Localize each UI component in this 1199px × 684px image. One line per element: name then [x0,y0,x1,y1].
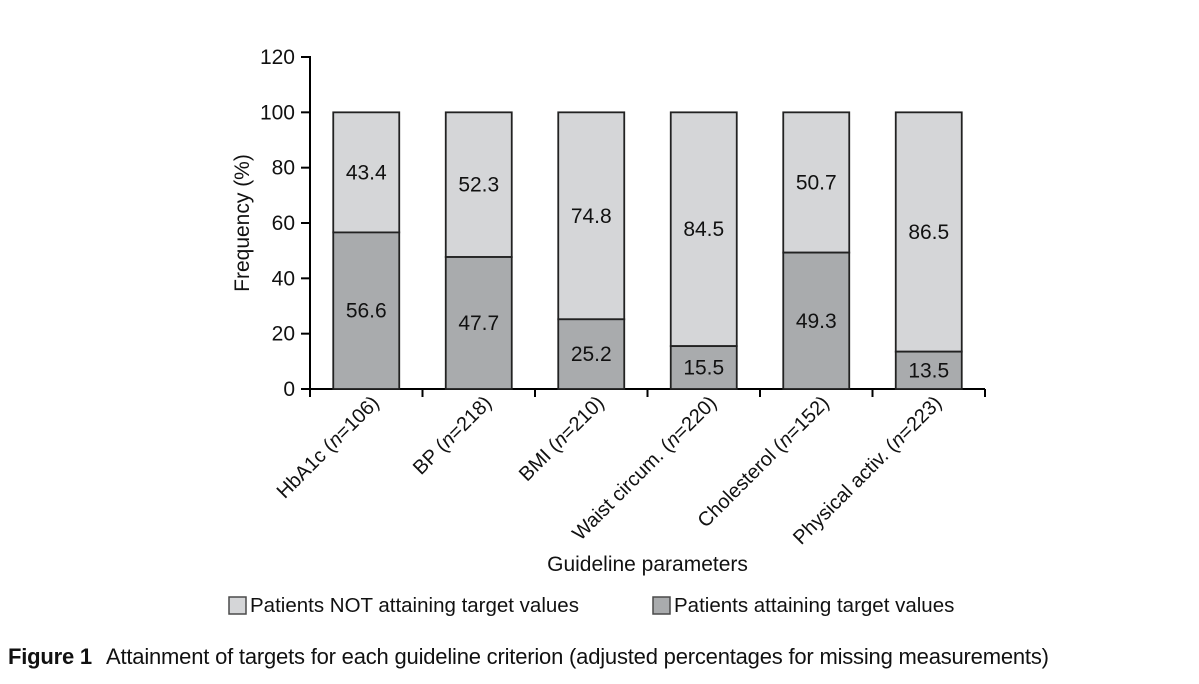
bar-value-label-not-attaining: 86.5 [908,221,949,244]
bar-segment-not-attaining [782,111,851,254]
bar-segment-attaining [894,350,963,390]
figure-caption-text: Attainment of targets for each guideline… [105,644,1049,669]
bar-segment-not-attaining [557,111,626,321]
x-category-label-name: Physical activ. ( [789,436,902,549]
bar-segment-not-attaining [332,111,401,234]
legend-label-attaining: Patients attaining target values [674,594,954,617]
x-category-label: BMI (n=210) [515,392,609,486]
y-tick-label: 100 [260,101,295,124]
bar-value-label-not-attaining: 43.4 [346,161,387,184]
y-tick-label: 60 [272,212,295,235]
y-tick-label: 0 [283,378,295,401]
bar-value-label-not-attaining: 74.8 [571,205,612,228]
bar-value-label-attaining: 13.5 [908,359,949,382]
legend-swatch-attaining [652,596,671,615]
x-category-label-name: Cholesterol ( [694,436,790,532]
bar-value-label-not-attaining: 84.5 [683,218,724,241]
bar-value-label-not-attaining: 50.7 [796,171,837,194]
y-tick-label: 20 [272,323,295,346]
figure-caption: Figure 1 Attainment of targets for each g… [8,644,1196,670]
bar-segment-attaining [782,251,851,390]
x-category-label-name: HbA1c ( [273,436,340,503]
x-category-label-n-value: =218) [444,392,496,444]
y-axis-title: Frequency (%) [231,154,254,292]
bar-value-label-attaining: 47.7 [458,312,499,335]
legend-label-not-attaining: Patients NOT attaining target values [250,594,579,617]
bar-segment-not-attaining [444,111,513,258]
bar-value-label-attaining: 49.3 [796,310,837,333]
x-category-label: BP (n=218) [409,392,496,479]
y-tick-label: 40 [272,267,295,290]
bar-segment-attaining [444,256,513,390]
bar-segment-not-attaining [894,111,963,353]
stacked-bar-chart: 0 20 40 60 80 100 120 Frequency (%) 43.4 56.6 HbA1… [228,46,986,617]
bar-segment-not-attaining [669,111,738,348]
bar-segment-attaining [557,318,626,390]
bar-value-label-attaining: 15.5 [683,357,724,380]
bar-segment-attaining [332,231,401,390]
x-category-label-n-value: =106) [332,392,384,444]
x-category-label-n-value: =223) [894,392,946,444]
x-category-label-n-value: =220) [669,392,721,444]
x-axis-title: Guideline parameters [547,553,748,576]
legend-swatch-not-attaining [228,596,247,615]
figure-caption-label: Figure 1 [8,644,92,669]
bar-value-label-attaining: 25.2 [571,343,612,366]
bar-value-label-attaining: 56.6 [346,300,387,323]
x-category-label-name: Waist circum. ( [568,436,677,545]
bar-value-label-not-attaining: 52.3 [458,174,499,197]
x-category-label: HbA1c (n=106) [273,392,384,503]
bar-segment-attaining [669,345,738,390]
y-tick-label: 120 [260,46,295,69]
x-category-label-n-value: =210) [557,392,609,444]
y-tick-label: 80 [272,157,295,180]
x-category-label-n-value: =152) [782,392,834,444]
